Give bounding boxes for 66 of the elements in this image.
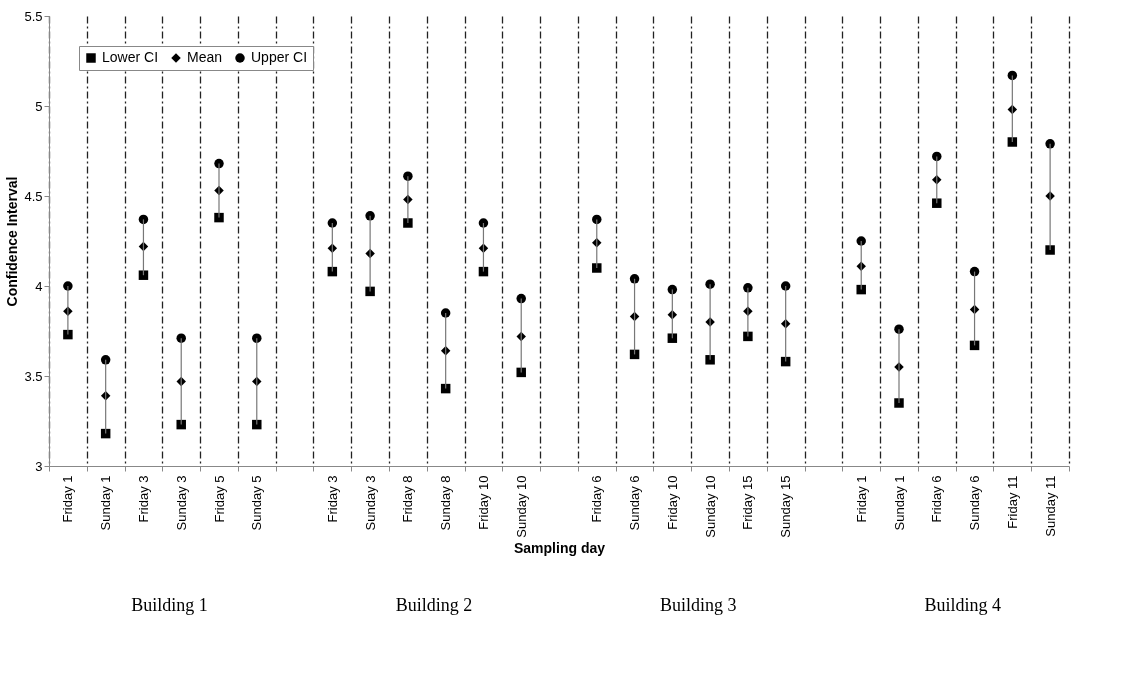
x-tick-label: Friday 8 [400,475,416,523]
point [856,236,866,246]
point [176,333,186,343]
x-tick-label: Friday 11 [1004,475,1020,529]
x-tick-label: Sunday 1 [98,475,114,531]
x-tick-label: Friday 10 [664,475,680,530]
x-tick-label: Sunday 6 [627,475,643,531]
point [516,293,526,304]
x-tick-label: Friday 6 [589,475,605,523]
legend-label: Lower CI [102,49,159,65]
point [932,198,942,208]
point [365,286,375,297]
x-tick-label: Friday 5 [211,475,227,523]
x-axis-title: Sampling day [513,539,606,556]
x-tick-label: Sunday 10 [513,475,529,538]
x-tick-label: Friday 6 [929,475,945,523]
x-tick-label: Friday 1 [853,475,869,523]
point [516,367,526,378]
x-tick-label: Sunday 1 [891,475,907,531]
text: Building 4 [924,595,1002,615]
text: Building 3 [660,595,737,615]
point [252,333,262,343]
legend-label: Mean [187,49,223,65]
point [138,270,149,280]
x-tick-label: Sunday 3 [173,475,189,531]
point [969,266,980,277]
x-tick-label: Friday 15 [740,475,756,530]
text: Building 2 [395,595,473,615]
x-tick-label: Sunday 5 [249,475,265,531]
x-tick-label: Friday 1 [60,475,76,523]
point [100,355,111,365]
point [592,263,602,273]
point [1007,70,1018,81]
x-tick-label: Sunday 15 [778,475,794,538]
x-tick-label: Friday 3 [135,475,151,523]
y-axis-title: Confidence Interval [4,176,21,307]
point [743,331,753,342]
x-tick-label: Sunday 6 [967,475,983,531]
point [252,419,262,430]
point [138,214,149,225]
x-tick-label: Friday 10 [475,475,491,530]
point [440,308,451,318]
point [667,333,678,343]
point [176,419,186,430]
y-tick-label: 5 [35,98,43,114]
x-tick-label: Sunday 10 [702,475,718,538]
point [629,274,640,284]
point [1007,137,1018,147]
x-tick-label: Sunday 11 [1042,475,1058,537]
point [856,284,866,295]
x-tick-label: Sunday 3 [362,475,378,531]
y-tick-label: 4.5 [24,188,43,204]
text: Building 1 [131,595,208,615]
x-tick-label: Friday 3 [324,475,340,523]
point [780,281,791,291]
point [327,218,338,228]
point [478,218,489,228]
y-tick-label: 5.5 [24,8,43,24]
y-tick-label: 3 [35,458,43,474]
point [894,398,904,408]
x-tick-label: Sunday 8 [438,475,454,531]
point [403,218,413,228]
y-tick-label: 3.5 [24,368,43,384]
y-tick-label: 4 [35,278,43,294]
point [667,284,678,295]
legend-label: Upper CI [251,49,308,65]
